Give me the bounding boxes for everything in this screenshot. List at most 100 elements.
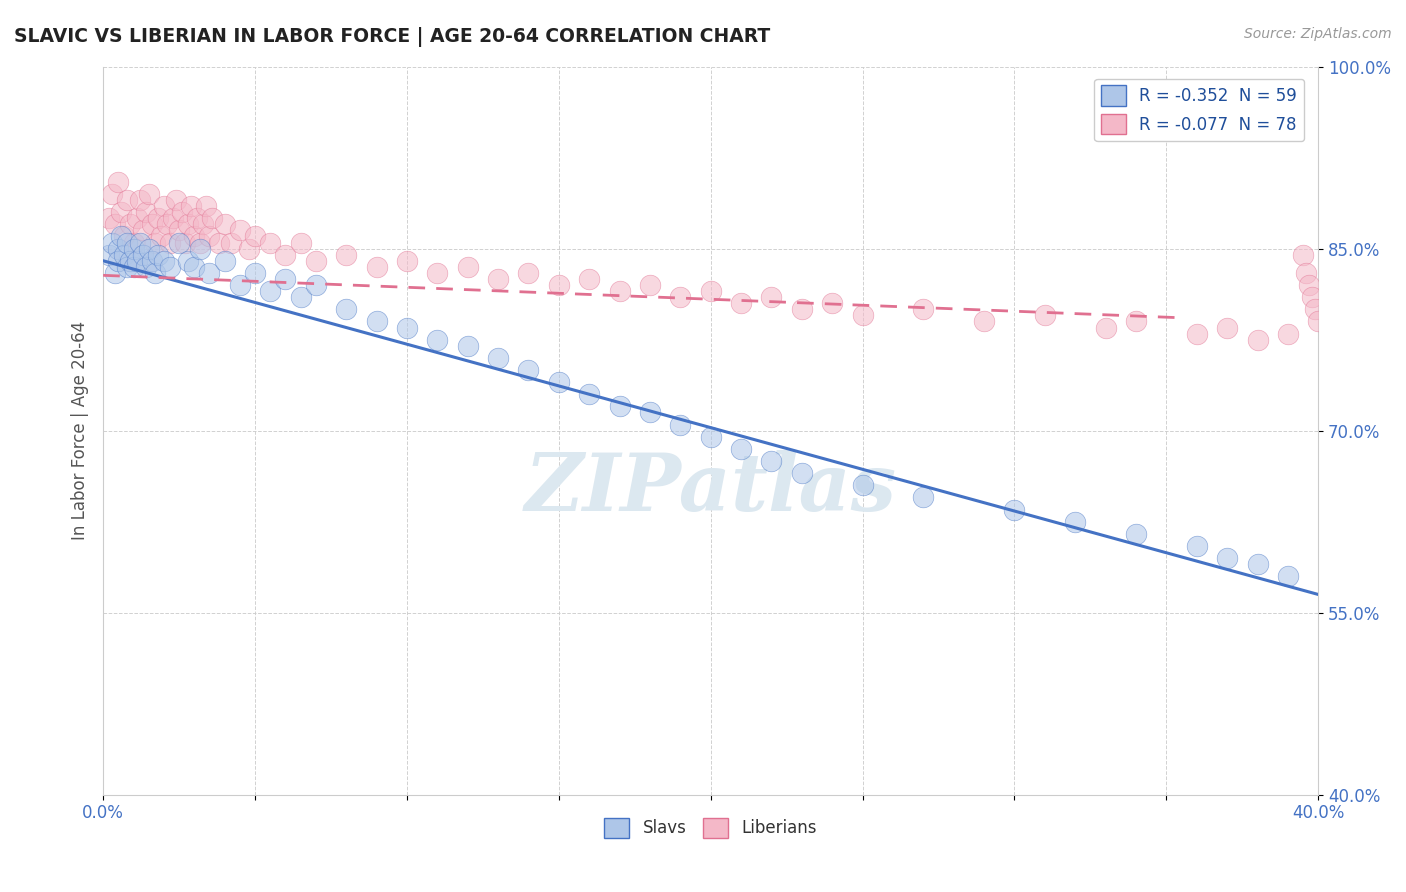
Point xyxy=(112,248,135,262)
Point xyxy=(730,296,752,310)
Point xyxy=(790,302,813,317)
Point xyxy=(912,491,935,505)
Point xyxy=(172,205,194,219)
Point xyxy=(274,248,297,262)
Point xyxy=(1246,333,1268,347)
Point xyxy=(1094,320,1116,334)
Point xyxy=(98,211,121,226)
Text: ZIPatlas: ZIPatlas xyxy=(524,450,897,528)
Point xyxy=(141,253,163,268)
Point xyxy=(214,253,236,268)
Point xyxy=(135,260,157,274)
Point xyxy=(335,302,357,317)
Point xyxy=(214,218,236,232)
Point xyxy=(146,211,169,226)
Point xyxy=(135,205,157,219)
Point xyxy=(117,193,139,207)
Point xyxy=(101,235,124,250)
Point xyxy=(198,266,221,280)
Point xyxy=(186,211,208,226)
Point xyxy=(578,387,600,401)
Point xyxy=(177,253,200,268)
Point xyxy=(1295,266,1317,280)
Text: SLAVIC VS LIBERIAN IN LABOR FORCE | AGE 20-64 CORRELATION CHART: SLAVIC VS LIBERIAN IN LABOR FORCE | AGE … xyxy=(14,27,770,46)
Point xyxy=(128,193,150,207)
Point xyxy=(1292,248,1315,262)
Point xyxy=(110,229,132,244)
Point xyxy=(112,229,135,244)
Point xyxy=(578,272,600,286)
Point xyxy=(167,223,190,237)
Point xyxy=(1185,326,1208,341)
Point xyxy=(146,248,169,262)
Point xyxy=(305,253,328,268)
Point xyxy=(699,430,721,444)
Point xyxy=(973,314,995,328)
Point xyxy=(122,242,145,256)
Point xyxy=(165,193,187,207)
Point xyxy=(195,199,218,213)
Point xyxy=(290,235,312,250)
Point xyxy=(104,218,127,232)
Point xyxy=(1064,515,1087,529)
Point xyxy=(98,248,121,262)
Point xyxy=(517,363,540,377)
Point xyxy=(1308,314,1330,328)
Point xyxy=(790,466,813,480)
Point xyxy=(110,205,132,219)
Point xyxy=(229,223,252,237)
Point xyxy=(207,235,229,250)
Point xyxy=(149,229,172,244)
Point xyxy=(638,405,661,419)
Point xyxy=(426,333,449,347)
Point xyxy=(395,253,418,268)
Point xyxy=(138,187,160,202)
Point xyxy=(457,339,479,353)
Point xyxy=(1301,290,1323,304)
Point xyxy=(107,175,129,189)
Point xyxy=(486,272,509,286)
Point xyxy=(131,248,153,262)
Point xyxy=(609,284,631,298)
Point xyxy=(174,235,197,250)
Point xyxy=(143,266,166,280)
Point xyxy=(259,284,281,298)
Point xyxy=(167,235,190,250)
Point xyxy=(335,248,357,262)
Point xyxy=(366,260,388,274)
Point xyxy=(669,290,692,304)
Point xyxy=(547,375,569,389)
Point xyxy=(180,199,202,213)
Point xyxy=(193,218,215,232)
Point xyxy=(486,351,509,365)
Point xyxy=(117,260,139,274)
Point xyxy=(457,260,479,274)
Point xyxy=(1303,302,1326,317)
Point xyxy=(183,260,205,274)
Point xyxy=(1125,526,1147,541)
Point xyxy=(1277,569,1299,583)
Point xyxy=(730,442,752,456)
Point xyxy=(141,218,163,232)
Point xyxy=(162,211,184,226)
Point xyxy=(290,290,312,304)
Point xyxy=(156,218,179,232)
Point xyxy=(159,260,181,274)
Point xyxy=(1033,309,1056,323)
Point xyxy=(107,242,129,256)
Point xyxy=(125,211,148,226)
Point xyxy=(852,478,875,492)
Point xyxy=(229,278,252,293)
Point xyxy=(609,400,631,414)
Point xyxy=(305,278,328,293)
Point xyxy=(1185,539,1208,553)
Point xyxy=(117,235,139,250)
Point xyxy=(153,199,176,213)
Point xyxy=(107,253,129,268)
Point xyxy=(1004,502,1026,516)
Point xyxy=(1298,278,1320,293)
Point xyxy=(201,211,224,226)
Legend: Slavs, Liberians: Slavs, Liberians xyxy=(598,811,824,845)
Point xyxy=(183,229,205,244)
Point xyxy=(120,253,142,268)
